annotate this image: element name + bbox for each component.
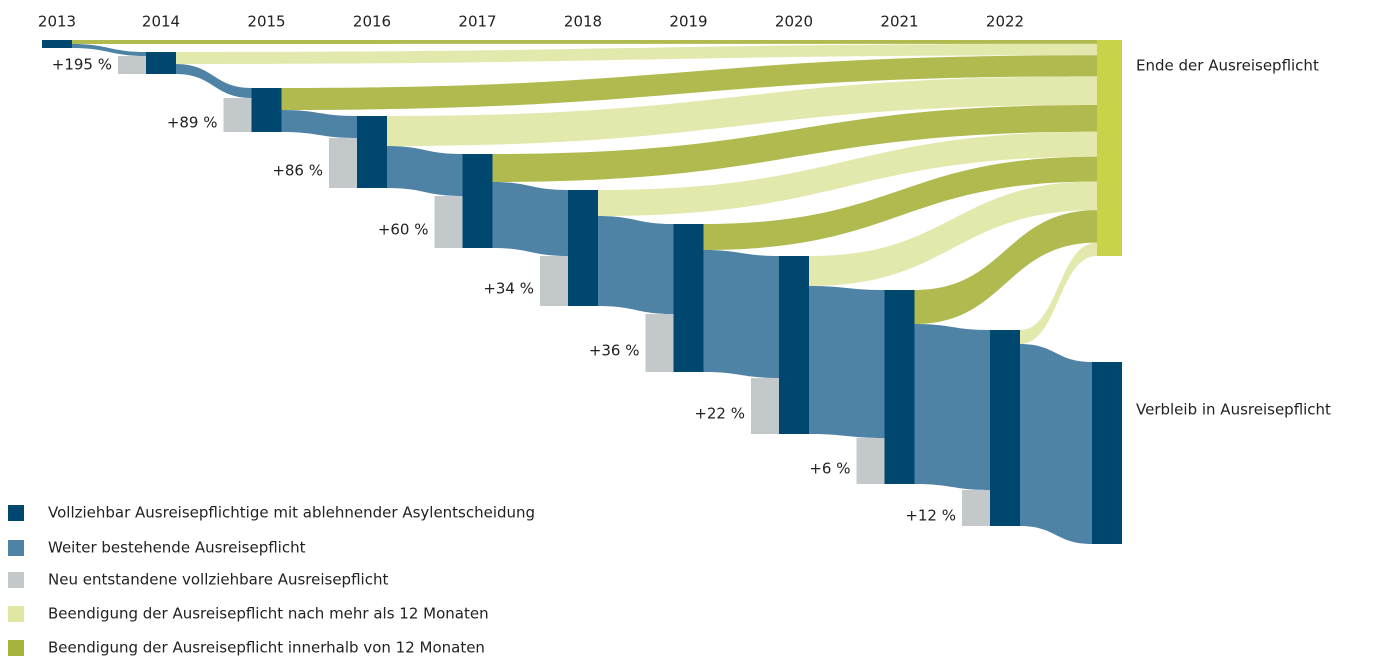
exit-flow [176,43,1097,64]
exit-flow [387,76,1097,146]
year-label: 2013 [38,13,76,31]
new-block [329,138,357,188]
new-block [223,98,252,132]
year-label: 2021 [880,13,918,31]
continuing-flow [281,110,357,138]
growth-label: +36 % [589,342,640,360]
node [42,40,72,48]
year-label: 2016 [353,13,391,31]
exit-flow [703,156,1097,250]
continuing-flow [598,216,674,314]
exit-flow [914,210,1097,324]
node [673,224,704,372]
legend-label: Weiter bestehende Ausreisepflicht [48,539,306,557]
remain-flow [1020,344,1092,544]
legend-swatch [8,572,24,588]
continuing-flow [72,44,146,56]
continuing-flow [492,182,568,256]
year-label: 2017 [458,13,496,31]
continuing-flow [809,286,885,438]
growth-label: +86 % [272,162,323,180]
node [884,290,915,484]
legend-label: Vollziehbar Ausreisepflichtige mit ableh… [48,504,535,522]
node [357,116,387,188]
continuing-flow [176,64,252,98]
node [990,330,1020,526]
legend-label: Beendigung der Ausreisepflicht nach mehr… [48,605,489,623]
new-block [540,256,568,306]
end-label: Ende der Ausreisepflicht [1136,57,1319,75]
year-label: 2019 [669,13,707,31]
continuing-flow [387,146,463,196]
legend-swatch [8,606,24,622]
new-block [856,438,885,484]
end-label: Verbleib in Ausreisepflicht [1136,401,1331,419]
new-block [962,490,990,526]
new-block [751,378,779,434]
exit-flow [598,131,1097,216]
legend-swatch [8,640,24,656]
legend-label: Neu entstandene vollziehbare Ausreisepfl… [48,571,388,589]
node [568,190,598,306]
exit-flow [72,40,1097,44]
end-node [1097,40,1122,256]
node [146,52,176,74]
growth-label: +195 % [52,56,112,74]
growth-label: +22 % [694,405,745,423]
remain-node [1092,362,1122,544]
exit-flow [1020,242,1097,344]
continuing-flow [703,250,779,378]
year-label: 2014 [142,13,180,31]
node [462,154,493,248]
legend-swatch [8,540,24,556]
year-label: 2018 [564,13,602,31]
year-label: 2015 [247,13,285,31]
new-block [118,56,146,74]
growth-label: +6 % [809,460,850,478]
continuing-flow [914,324,990,490]
growth-label: +12 % [905,507,956,525]
year-label: 2020 [775,13,813,31]
node [779,256,809,434]
growth-label: +60 % [378,221,429,239]
legend-swatch [8,505,24,521]
growth-label: +89 % [167,114,218,132]
new-block [434,196,463,248]
legend-label: Beendigung der Ausreisepflicht innerhalb… [48,639,485,657]
exit-flow [281,55,1097,110]
exit-flow [809,181,1097,286]
growth-label: +34 % [483,280,534,298]
year-label: 2022 [986,13,1024,31]
new-block [645,314,674,372]
node [251,88,282,132]
exit-flow [492,104,1097,182]
